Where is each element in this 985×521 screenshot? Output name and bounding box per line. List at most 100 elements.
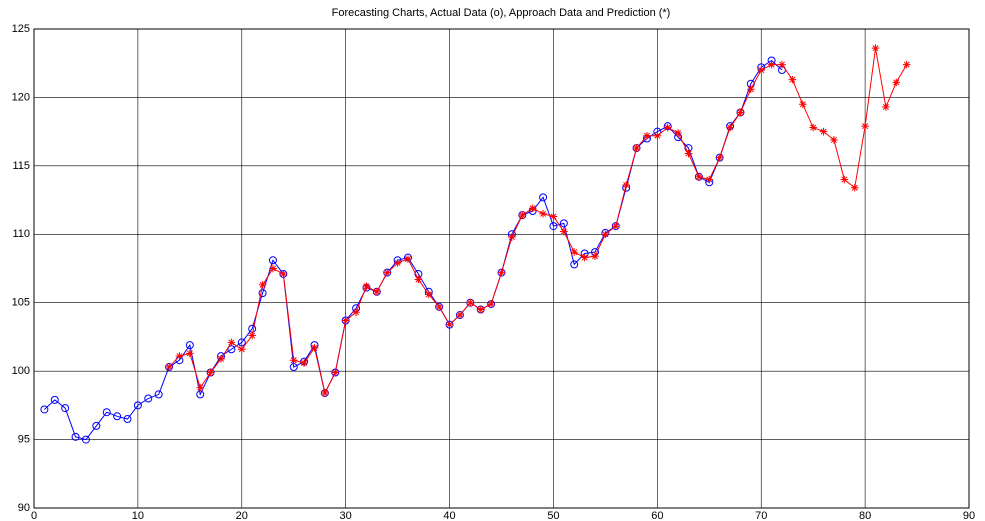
point-marker — [601, 230, 610, 239]
point-marker — [61, 404, 70, 413]
point-marker — [404, 255, 412, 263]
point-marker — [549, 222, 558, 231]
point-marker — [528, 204, 537, 213]
point-marker — [726, 123, 734, 132]
point-marker — [154, 390, 163, 399]
point-marker — [310, 344, 319, 352]
point-marker — [778, 60, 786, 69]
point-marker — [809, 123, 817, 132]
point-marker — [175, 352, 184, 360]
point-marker — [798, 100, 807, 109]
point-marker — [508, 233, 516, 241]
point-marker — [871, 44, 880, 52]
point-marker — [331, 368, 340, 377]
point-marker — [611, 222, 620, 230]
y-tick-label: 110 — [12, 228, 30, 240]
point-marker — [580, 253, 589, 262]
point-marker — [279, 270, 288, 278]
y-tick-label: 90 — [18, 502, 30, 514]
point-marker — [476, 305, 485, 314]
point-marker — [570, 248, 579, 256]
point-marker — [487, 300, 495, 308]
point-marker — [362, 282, 371, 291]
x-tick-label: 60 — [651, 510, 663, 521]
point-marker — [92, 421, 101, 430]
point-marker — [518, 211, 527, 219]
x-tick-label: 50 — [547, 510, 559, 521]
point-marker — [186, 349, 194, 358]
point-marker — [206, 368, 215, 377]
point-marker — [352, 308, 360, 317]
point-marker — [539, 209, 547, 218]
point-marker — [269, 264, 277, 273]
point-marker — [50, 395, 59, 404]
point-marker — [549, 212, 558, 221]
x-tick-label: 30 — [340, 510, 352, 521]
x-tick-label: 70 — [755, 510, 767, 521]
point-marker — [113, 412, 122, 421]
y-tick-label: 115 — [12, 160, 30, 172]
x-tick-label: 80 — [859, 510, 871, 521]
point-marker — [497, 268, 506, 277]
series-line — [44, 59, 783, 441]
point-marker — [341, 316, 350, 325]
point-marker — [123, 415, 132, 424]
series-line — [168, 48, 908, 395]
point-marker — [840, 175, 849, 184]
point-marker — [300, 359, 308, 367]
x-tick-label: 20 — [236, 510, 248, 521]
point-marker — [892, 78, 901, 87]
point-marker — [788, 75, 797, 84]
point-marker — [165, 363, 173, 371]
point-marker — [102, 408, 111, 417]
point-marker — [715, 153, 724, 162]
point-marker — [882, 103, 890, 111]
point-marker — [40, 405, 49, 414]
y-tick-label: 95 — [18, 433, 30, 445]
y-tick-label: 100 — [12, 365, 30, 377]
point-marker — [705, 175, 714, 184]
point-marker — [414, 275, 423, 284]
point-marker — [456, 311, 464, 319]
point-marker — [861, 122, 869, 130]
point-marker — [466, 298, 475, 307]
point-marker — [559, 219, 568, 228]
point-marker — [185, 341, 194, 350]
point-marker — [321, 389, 329, 397]
point-marker — [850, 183, 859, 192]
point-marker — [830, 136, 838, 144]
point-marker — [757, 66, 766, 74]
point-marker — [268, 256, 277, 265]
point-marker — [767, 60, 776, 69]
point-marker — [902, 60, 911, 69]
point-marker — [289, 356, 298, 364]
point-marker — [570, 260, 579, 269]
point-marker — [435, 303, 443, 311]
point-marker — [393, 259, 402, 267]
point-marker — [196, 383, 205, 392]
point-marker — [445, 320, 454, 329]
y-tick-label: 105 — [12, 297, 30, 309]
x-tick-label: 90 — [963, 510, 975, 521]
plot-area — [34, 29, 969, 508]
point-marker — [539, 193, 548, 202]
point-marker — [237, 345, 246, 354]
plot-frame — [33, 28, 970, 509]
point-marker — [258, 281, 267, 289]
x-tick-label: 40 — [443, 510, 455, 521]
point-marker — [424, 290, 433, 299]
point-marker — [71, 432, 80, 441]
y-tick-label: 120 — [12, 91, 30, 103]
point-marker — [373, 287, 381, 296]
point-marker — [643, 131, 651, 140]
chart-title: Forecasting Charts, Actual Data (o), App… — [332, 7, 671, 19]
point-marker — [632, 144, 641, 152]
point-marker — [227, 338, 236, 347]
point-marker — [684, 149, 693, 158]
point-marker — [217, 355, 225, 363]
point-marker — [747, 85, 755, 94]
point-marker — [663, 123, 672, 132]
point-marker — [674, 129, 682, 137]
point-marker — [383, 268, 392, 277]
